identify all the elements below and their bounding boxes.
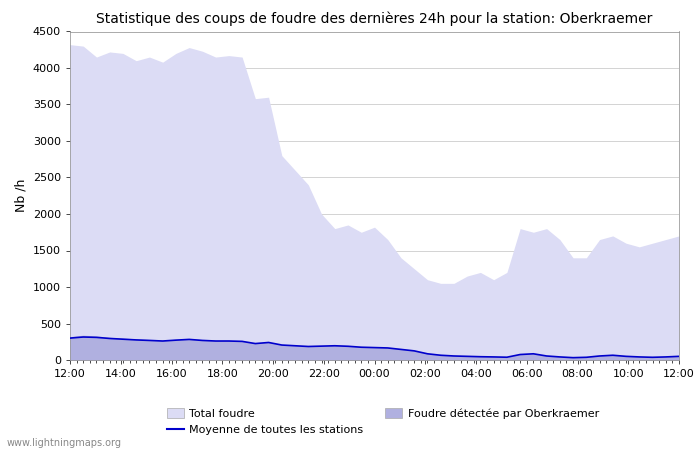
Title: Statistique des coups de foudre des dernières 24h pour la station: Oberkraemer: Statistique des coups de foudre des dern… [97,12,652,26]
Text: www.lightningmaps.org: www.lightningmaps.org [7,438,122,448]
Legend: Total foudre, Moyenne de toutes les stations, Foudre détectée par Oberkraemer: Total foudre, Moyenne de toutes les stat… [167,408,599,435]
Y-axis label: Nb /h: Nb /h [14,179,27,212]
